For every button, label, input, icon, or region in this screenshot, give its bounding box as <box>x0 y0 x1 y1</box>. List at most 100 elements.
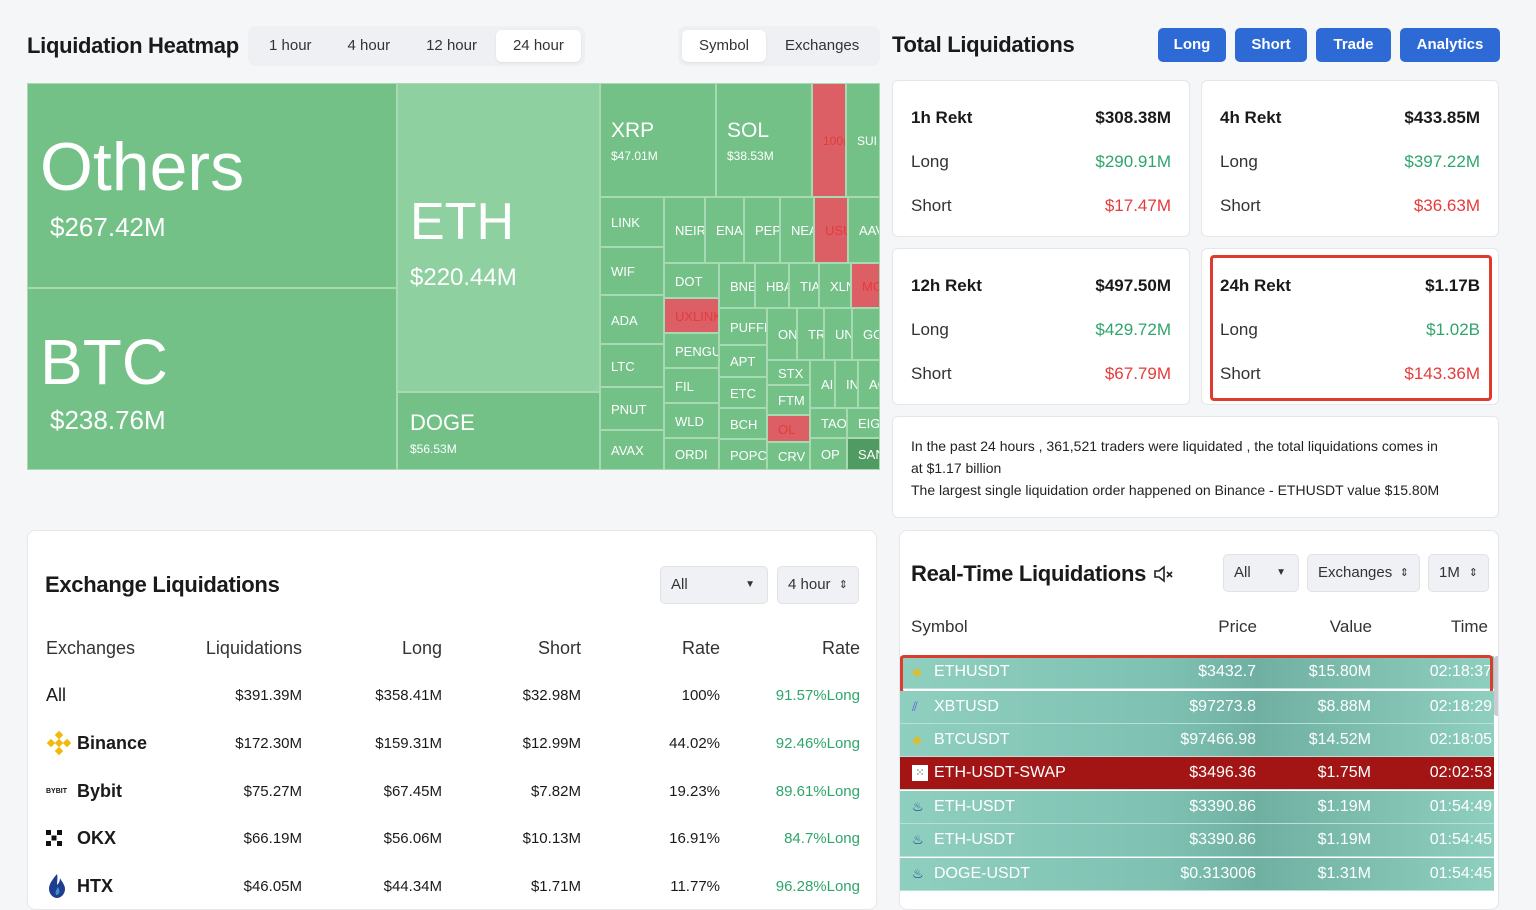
treemap-cell-wif[interactable]: WIF <box>600 247 664 295</box>
treemap-cell-fil[interactable]: FIL <box>664 368 719 403</box>
treemap-cell-ada[interactable]: ADA <box>600 295 664 344</box>
treemap-cell-bch[interactable]: BCH <box>719 408 767 439</box>
treemap-cell-dot[interactable]: DOT <box>664 263 719 298</box>
cell-short: $10.13M <box>522 829 581 847</box>
tab-symbol[interactable]: Symbol <box>682 30 767 62</box>
treemap-cell-near[interactable]: NEA <box>780 197 814 263</box>
realtime-liquidations-panel: Real-Time Liquidations All ▼ Exchanges ⇕… <box>899 530 1499 910</box>
table-row[interactable]: BYBIT Bybit $75.27M $67.45M $7.82M 19.23… <box>46 776 860 806</box>
tab-exchanges[interactable]: Exchanges <box>785 37 860 54</box>
cell-label: Others <box>40 129 245 205</box>
highlight-box <box>900 655 1493 694</box>
realtime-filter-select[interactable]: All ▼ <box>1223 554 1299 592</box>
treemap-cell-tia[interactable]: TIA <box>789 263 819 308</box>
short-label: Short <box>911 364 952 383</box>
realtime-exchanges-select[interactable]: Exchanges ⇕ <box>1307 554 1420 592</box>
table-row[interactable]: ⫽ XBTUSD $97273.8 $8.88M 02:18:29 <box>900 691 1494 724</box>
long-button[interactable]: Long <box>1158 28 1226 62</box>
treemap-cell-ach[interactable]: AC <box>858 360 880 408</box>
table-row[interactable]: ◈ ETHUSDT $3432.7 $15.80M 02:18:37 <box>900 656 1494 689</box>
treemap-cell-tao[interactable]: TAO <box>810 408 847 438</box>
scrollbar[interactable] <box>1494 656 1498 716</box>
treemap-cell-btc[interactable]: BTC $238.76M <box>27 288 397 470</box>
treemap-cell-op[interactable]: OP <box>810 438 847 470</box>
exchange-filter-select[interactable]: All ▼ <box>660 566 768 604</box>
analytics-button[interactable]: Analytics <box>1400 28 1500 62</box>
treemap-cell-bnb[interactable]: BNE <box>719 263 755 308</box>
realtime-min-value-select[interactable]: 1M ⇕ <box>1428 554 1489 592</box>
treemap-cell-wld[interactable]: WLD <box>664 403 719 438</box>
tab-4-hour[interactable]: 4 hour <box>347 37 391 54</box>
table-row[interactable]: ◈ BTCUSDT $97466.98 $14.52M 02:18:05 <box>900 724 1494 757</box>
short-button[interactable]: Short <box>1235 28 1307 62</box>
table-row[interactable]: OKX $66.19M $56.06M $10.13M 16.91% 84.7%… <box>46 823 860 853</box>
cell-value: $47.01M <box>611 149 658 163</box>
treemap-cell-ondo[interactable]: ON <box>767 308 797 360</box>
treemap-cell-crv[interactable]: CRV <box>767 442 810 470</box>
cell-long-rate: 92.46%Long <box>775 734 860 752</box>
time: 02:18:29 <box>1429 698 1492 715</box>
cell-liquidations: $391.39M <box>235 686 302 704</box>
treemap-cell-eth[interactable]: ETH $220.44M <box>397 83 600 392</box>
table-row[interactable]: ♨ DOGE-USDT $0.313006 $1.31M 01:54:45 <box>900 858 1494 891</box>
liquidation-summary: In the past 24 hours , 361,521 traders w… <box>892 416 1499 518</box>
exchange-period-select[interactable]: 4 hour ⇕ <box>777 566 859 604</box>
trade-button[interactable]: Trade <box>1316 28 1391 62</box>
treemap-cell-pnut[interactable]: PNUT <box>600 387 664 430</box>
treemap-cell-xlm[interactable]: XLN <box>819 263 851 308</box>
cell-short: $1.71M <box>530 877 581 895</box>
tab-24-hour[interactable]: 24 hour <box>495 30 581 62</box>
treemap-cell-move[interactable]: MO <box>851 263 880 308</box>
symbol: BTCUSDT <box>934 731 1010 748</box>
sort-chevron-icon: ⇕ <box>1468 567 1478 579</box>
treemap-cell-ftm[interactable]: FTM <box>767 385 810 415</box>
treemap-cell-link[interactable]: LINK <box>600 197 664 247</box>
treemap-cell-1000[interactable]: 100( <box>812 83 846 197</box>
treemap-cell-sol[interactable]: SOL $38.53M <box>716 83 812 197</box>
tab-12-hour[interactable]: 12 hour <box>426 37 477 54</box>
treemap-cell-puffer[interactable]: PUFFE <box>719 308 767 345</box>
table-row[interactable]: Binance $172.30M $159.31M $12.99M 44.02%… <box>46 728 860 758</box>
table-row[interactable]: ♨ ETH-USDT $3390.86 $1.19M 01:54:49 <box>900 791 1494 824</box>
table-row[interactable]: ⁙ ETH-USDT-SWAP $3496.36 $1.75M 02:02:53 <box>900 757 1494 790</box>
treemap-cell-uni[interactable]: UN <box>824 308 852 360</box>
treemap-cell-xrp[interactable]: XRP $47.01M <box>600 83 716 197</box>
okx-icon: ⁙ <box>912 765 928 781</box>
treemap-cell-ordi[interactable]: ORDI <box>664 438 719 470</box>
treemap-cell-neiro[interactable]: NEIR <box>664 197 705 263</box>
treemap-cell-sand[interactable]: SAN <box>847 438 880 470</box>
treemap-cell-goat[interactable]: GO <box>852 308 880 360</box>
long-label: Long <box>911 320 949 339</box>
treemap-cell-inj[interactable]: IN <box>835 360 858 408</box>
treemap-cell-aave[interactable]: AAV <box>848 197 880 263</box>
tab-1-hour[interactable]: 1 hour <box>269 37 312 54</box>
treemap-cell-pepe[interactable]: PEP <box>744 197 780 263</box>
treemap-cell-sui[interactable]: SUI <box>846 83 880 197</box>
table-row[interactable]: All $391.39M $358.41M $32.98M 100% 91.57… <box>46 680 860 710</box>
treemap-cell-ai[interactable]: AI <box>810 360 835 408</box>
treemap-cell-others[interactable]: Others $267.42M <box>27 83 397 288</box>
mute-speaker-icon[interactable] <box>1153 564 1175 584</box>
treemap-cell-eigen[interactable]: EIG <box>847 408 880 438</box>
treemap-cell-avax[interactable]: AVAX <box>600 430 664 470</box>
treemap-cell-usual[interactable]: USU <box>814 197 848 263</box>
treemap-cell-stx[interactable]: STX <box>767 360 810 385</box>
treemap-cell-etc[interactable]: ETC <box>719 377 767 408</box>
treemap-cell-doge[interactable]: DOGE $56.53M <box>397 392 600 470</box>
table-row[interactable]: ♨ ETH-USDT $3390.86 $1.19M 01:54:45 <box>900 824 1494 857</box>
treemap-cell-apt[interactable]: APT <box>719 345 767 377</box>
treemap-cell-trx[interactable]: TR <box>797 308 824 360</box>
treemap-cell-popcat[interactable]: POPC <box>719 439 767 470</box>
treemap-cell-ena[interactable]: ENA <box>705 197 744 263</box>
cell-liquidations: $46.05M <box>243 877 302 895</box>
cell-rate: 11.77% <box>670 877 720 895</box>
treemap-cell-uxlink[interactable]: UXLINK <box>664 298 719 333</box>
cell-rate: 100% <box>681 686 720 704</box>
long-label: Long <box>1220 320 1258 339</box>
treemap-cell-pengu[interactable]: PENGU <box>664 333 719 368</box>
treemap-cell-ltc[interactable]: LTC <box>600 344 664 387</box>
treemap-cell-hbar[interactable]: HBA <box>755 263 789 308</box>
table-row[interactable]: HTX $46.05M $44.34M $1.71M 11.77% 96.28%… <box>46 871 860 901</box>
treemap-cell-ol[interactable]: OL <box>767 415 810 442</box>
price: $3496.36 <box>1189 764 1256 781</box>
